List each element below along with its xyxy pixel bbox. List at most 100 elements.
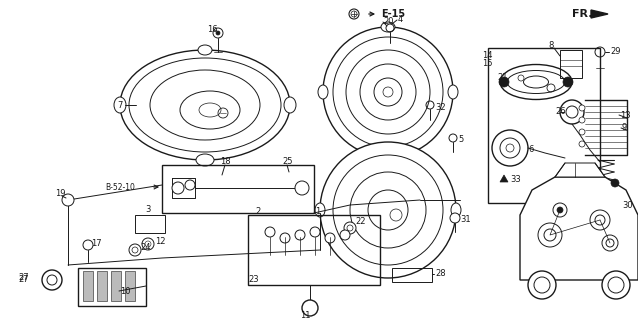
Circle shape [563, 77, 573, 87]
Text: B-52-10: B-52-10 [105, 182, 135, 191]
Bar [162, 165, 314, 213]
Bar [560, 50, 582, 78]
Bar [488, 48, 600, 203]
Text: 24: 24 [140, 244, 151, 252]
Circle shape [42, 270, 62, 290]
Ellipse shape [196, 154, 214, 166]
Circle shape [310, 227, 320, 237]
Text: 9: 9 [622, 124, 627, 132]
Text: 33: 33 [510, 175, 521, 185]
Circle shape [172, 182, 184, 194]
Text: 7: 7 [117, 100, 122, 109]
Ellipse shape [315, 203, 325, 217]
Ellipse shape [500, 65, 572, 100]
Ellipse shape [199, 103, 221, 117]
Ellipse shape [451, 203, 461, 217]
Circle shape [557, 207, 563, 213]
Circle shape [323, 27, 453, 157]
Circle shape [602, 271, 630, 299]
Text: 27: 27 [18, 274, 29, 283]
Circle shape [390, 209, 402, 221]
Bar [111, 271, 121, 301]
Circle shape [534, 277, 550, 293]
Circle shape [265, 227, 275, 237]
Circle shape [47, 275, 57, 285]
Circle shape [499, 77, 509, 87]
Ellipse shape [381, 22, 395, 32]
Circle shape [450, 213, 460, 223]
Text: E-15: E-15 [381, 9, 405, 19]
Polygon shape [555, 163, 605, 177]
Text: 18: 18 [220, 157, 230, 166]
Circle shape [340, 230, 350, 240]
Bar [83, 271, 93, 301]
Text: 5: 5 [458, 135, 463, 145]
Text: 12: 12 [155, 237, 165, 246]
Circle shape [295, 230, 305, 240]
Bar [392, 268, 432, 282]
Circle shape [383, 87, 393, 97]
Ellipse shape [216, 31, 220, 35]
Circle shape [595, 215, 605, 225]
Text: 30: 30 [622, 201, 633, 210]
Polygon shape [520, 177, 638, 280]
Circle shape [608, 277, 624, 293]
Text: 8: 8 [548, 42, 553, 51]
Text: 11: 11 [300, 311, 311, 320]
Text: FR.: FR. [572, 9, 593, 19]
Circle shape [538, 223, 562, 247]
Text: 17: 17 [91, 239, 101, 249]
Bar [97, 271, 107, 301]
Ellipse shape [507, 70, 565, 93]
Text: 26: 26 [555, 108, 566, 116]
Circle shape [492, 130, 528, 166]
Circle shape [374, 78, 402, 106]
Ellipse shape [318, 85, 328, 99]
Circle shape [185, 180, 195, 190]
Bar [125, 271, 135, 301]
Circle shape [579, 105, 585, 111]
Circle shape [280, 233, 290, 243]
Text: 16: 16 [207, 26, 218, 35]
Ellipse shape [180, 91, 240, 129]
Text: 1: 1 [315, 207, 320, 217]
Circle shape [302, 300, 318, 316]
Ellipse shape [120, 50, 290, 160]
Circle shape [350, 172, 426, 248]
Ellipse shape [284, 97, 296, 113]
Bar [78, 268, 146, 306]
Circle shape [606, 239, 614, 247]
Circle shape [344, 222, 356, 234]
Ellipse shape [381, 152, 395, 162]
Circle shape [602, 235, 618, 251]
Text: 2: 2 [255, 207, 260, 217]
Circle shape [295, 181, 309, 195]
Text: 10: 10 [120, 287, 131, 297]
Text: 31: 31 [460, 215, 471, 225]
Circle shape [579, 117, 585, 123]
Text: 15: 15 [482, 59, 493, 68]
Bar [248, 215, 380, 285]
Text: 29: 29 [610, 47, 621, 57]
Circle shape [611, 179, 619, 187]
Circle shape [579, 141, 585, 147]
Circle shape [560, 100, 584, 124]
Text: 21: 21 [497, 74, 507, 83]
Ellipse shape [150, 70, 260, 140]
Circle shape [553, 203, 567, 217]
Text: 3: 3 [145, 205, 151, 214]
Text: 19: 19 [55, 189, 66, 198]
Circle shape [544, 229, 556, 241]
Circle shape [129, 244, 141, 256]
Text: 28: 28 [435, 269, 445, 278]
Circle shape [346, 50, 430, 134]
Ellipse shape [448, 85, 458, 99]
Text: 6: 6 [528, 146, 533, 155]
Text: 13: 13 [620, 110, 630, 119]
Polygon shape [500, 175, 508, 182]
Circle shape [333, 155, 443, 265]
Circle shape [320, 142, 456, 278]
Circle shape [528, 271, 556, 299]
Text: 23: 23 [248, 276, 258, 284]
Text: 32: 32 [435, 103, 445, 113]
